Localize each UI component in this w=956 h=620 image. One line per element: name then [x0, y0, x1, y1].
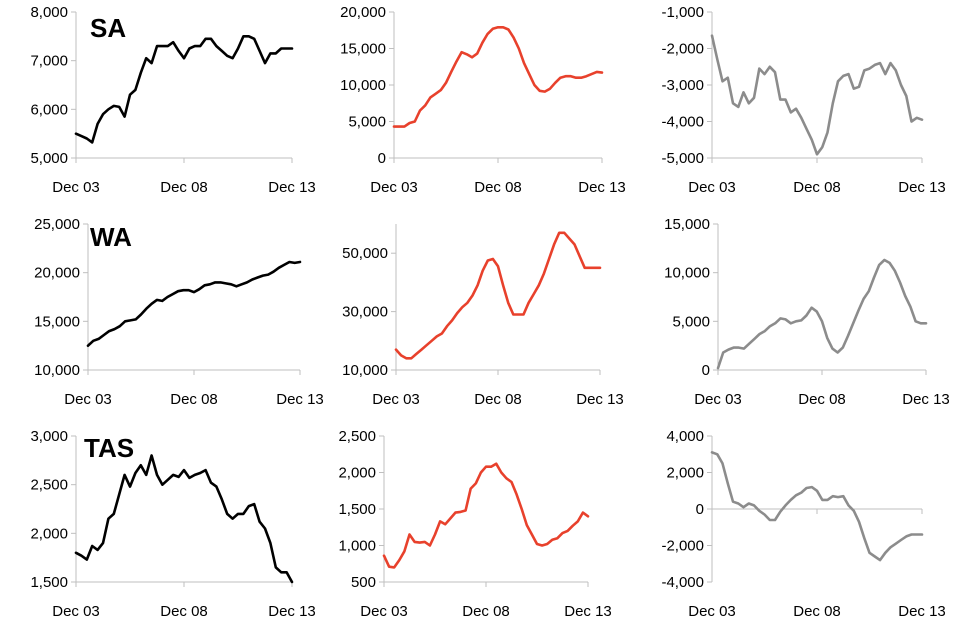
- x-tick-label: Dec 08: [793, 179, 841, 196]
- y-tick-label: -5,000: [661, 150, 704, 167]
- y-tick-label: 10,000: [34, 362, 80, 379]
- x-tick-label: Dec 03: [372, 391, 420, 408]
- y-tick-label: 2,500: [30, 477, 68, 494]
- x-tick-label: Dec 08: [160, 179, 208, 196]
- y-tick-label: 1,000: [338, 538, 376, 555]
- series-line: [710, 34, 924, 156]
- x-tick-label: Dec 03: [52, 603, 100, 620]
- series-line: [710, 451, 924, 562]
- x-tick-label: Dec 08: [170, 391, 218, 408]
- x-tick-label: Dec 03: [688, 603, 736, 620]
- x-tick-label: Dec 13: [268, 603, 316, 620]
- series-line: [394, 231, 602, 360]
- y-tick-label: 15,000: [340, 41, 386, 58]
- y-tick-label: 0: [702, 362, 710, 379]
- y-tick-label: 3,000: [30, 428, 68, 445]
- y-tick-label: -2,000: [661, 41, 704, 58]
- row-label-wa: WA: [90, 222, 132, 252]
- y-tick-label: 1,500: [338, 501, 376, 518]
- y-tick-label: 50,000: [342, 245, 388, 262]
- y-tick-label: 2,000: [30, 525, 68, 542]
- y-tick-label: -1,000: [661, 4, 704, 21]
- series-line: [716, 258, 928, 370]
- x-tick-label: Dec 08: [160, 603, 208, 620]
- y-tick-label: -3,000: [661, 77, 704, 94]
- y-tick-label: 2,000: [338, 465, 376, 482]
- y-tick-label: 10,000: [340, 77, 386, 94]
- x-tick-label: Dec 13: [576, 391, 624, 408]
- x-tick-label: Dec 08: [462, 603, 510, 620]
- y-tick-label: -2,000: [661, 538, 704, 555]
- y-tick-label: 25,000: [34, 216, 80, 233]
- series-line: [382, 462, 590, 569]
- x-tick-label: Dec 13: [898, 603, 946, 620]
- x-tick-label: Dec 13: [276, 391, 324, 408]
- y-tick-label: 30,000: [342, 304, 388, 321]
- y-tick-label: 8,000: [30, 4, 68, 21]
- x-tick-label: Dec 03: [52, 179, 100, 196]
- row-label-sa: SA: [90, 13, 126, 43]
- x-tick-label: Dec 03: [360, 603, 408, 620]
- y-tick-label: -4,000: [661, 114, 704, 131]
- x-tick-label: Dec 03: [688, 179, 736, 196]
- y-tick-label: 2,000: [666, 465, 704, 482]
- series-line: [392, 25, 604, 128]
- x-tick-label: Dec 13: [564, 603, 612, 620]
- x-tick-label: Dec 08: [793, 603, 841, 620]
- x-tick-label: Dec 08: [474, 391, 522, 408]
- y-tick-label: 5,000: [672, 313, 710, 330]
- y-tick-label: 5,000: [30, 150, 68, 167]
- y-tick-label: -4,000: [661, 574, 704, 591]
- x-tick-label: Dec 03: [64, 391, 112, 408]
- y-tick-label: 2,500: [338, 428, 376, 445]
- x-tick-label: Dec 08: [798, 391, 846, 408]
- y-tick-label: 0: [696, 501, 704, 518]
- x-tick-label: Dec 03: [370, 179, 418, 196]
- series-line: [74, 34, 294, 144]
- x-tick-label: Dec 13: [268, 179, 316, 196]
- x-tick-label: Dec 13: [898, 179, 946, 196]
- y-tick-label: 7,000: [30, 53, 68, 70]
- series-line: [86, 260, 302, 348]
- y-tick-label: 500: [351, 574, 376, 591]
- y-tick-label: 10,000: [342, 362, 388, 379]
- series-line: [74, 454, 294, 584]
- row-label-tas: TAS: [84, 433, 134, 463]
- y-tick-label: 1,500: [30, 574, 68, 591]
- y-tick-label: 20,000: [34, 265, 80, 282]
- y-tick-label: 6,000: [30, 101, 68, 118]
- x-tick-label: Dec 08: [474, 179, 522, 196]
- y-tick-label: 5,000: [348, 114, 386, 131]
- x-tick-label: Dec 13: [902, 391, 950, 408]
- y-tick-label: 4,000: [666, 428, 704, 445]
- x-tick-label: Dec 13: [578, 179, 626, 196]
- y-tick-label: 0: [378, 150, 386, 167]
- x-tick-label: Dec 03: [694, 391, 742, 408]
- y-tick-label: 15,000: [664, 216, 710, 233]
- y-tick-label: 20,000: [340, 4, 386, 21]
- y-tick-label: 15,000: [34, 313, 80, 330]
- y-tick-label: 10,000: [664, 265, 710, 282]
